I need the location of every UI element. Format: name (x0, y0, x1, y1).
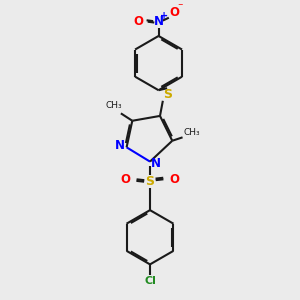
Text: N: N (115, 140, 125, 152)
Text: CH₃: CH₃ (106, 101, 123, 110)
Text: S: S (163, 88, 172, 101)
Text: S: S (146, 175, 154, 188)
Text: O: O (120, 173, 130, 186)
Text: O: O (170, 173, 180, 186)
Text: ⁻: ⁻ (178, 2, 183, 12)
Text: +: + (160, 11, 168, 21)
Text: O: O (134, 15, 144, 28)
Text: N: N (154, 15, 164, 28)
Text: N: N (151, 158, 161, 170)
Text: CH₃: CH₃ (183, 128, 200, 137)
Text: O: O (170, 6, 180, 19)
Text: Cl: Cl (144, 276, 156, 286)
